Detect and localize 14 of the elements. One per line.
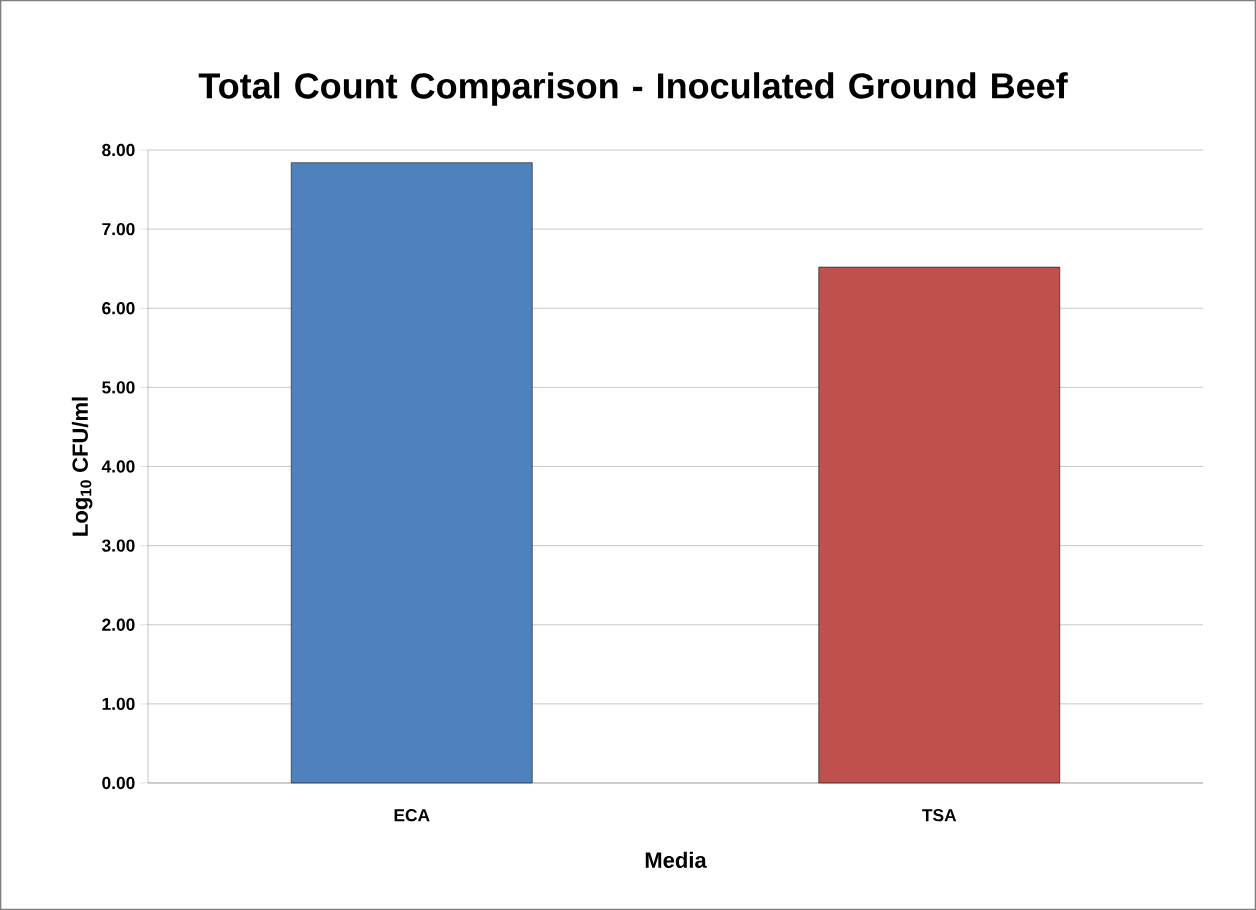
y-axis-title: Log$_{10}$ CFU/ml <box>71 397 93 536</box>
y-tick-label: 3.00 <box>101 539 135 552</box>
x-tick-label: TSA <box>922 809 957 822</box>
y-tick-label: 0.00 <box>102 776 135 790</box>
chart-title: Total Count Comparison - Inoculated Ground Beef <box>198 72 1068 106</box>
x-axis-title: Media <box>645 851 707 868</box>
y-tick-label: 2.00 <box>102 618 135 631</box>
y-tick-label: 8.00 <box>102 143 135 157</box>
y-tick-label: 5.00 <box>102 381 135 394</box>
y-tick-label: 6.00 <box>102 302 135 315</box>
y-tick-label: 1.00 <box>102 697 135 711</box>
y-tick-label: 4.00 <box>101 460 135 473</box>
y-tick-label: 7.00 <box>102 222 135 236</box>
x-tick-label: ECA <box>394 809 430 822</box>
